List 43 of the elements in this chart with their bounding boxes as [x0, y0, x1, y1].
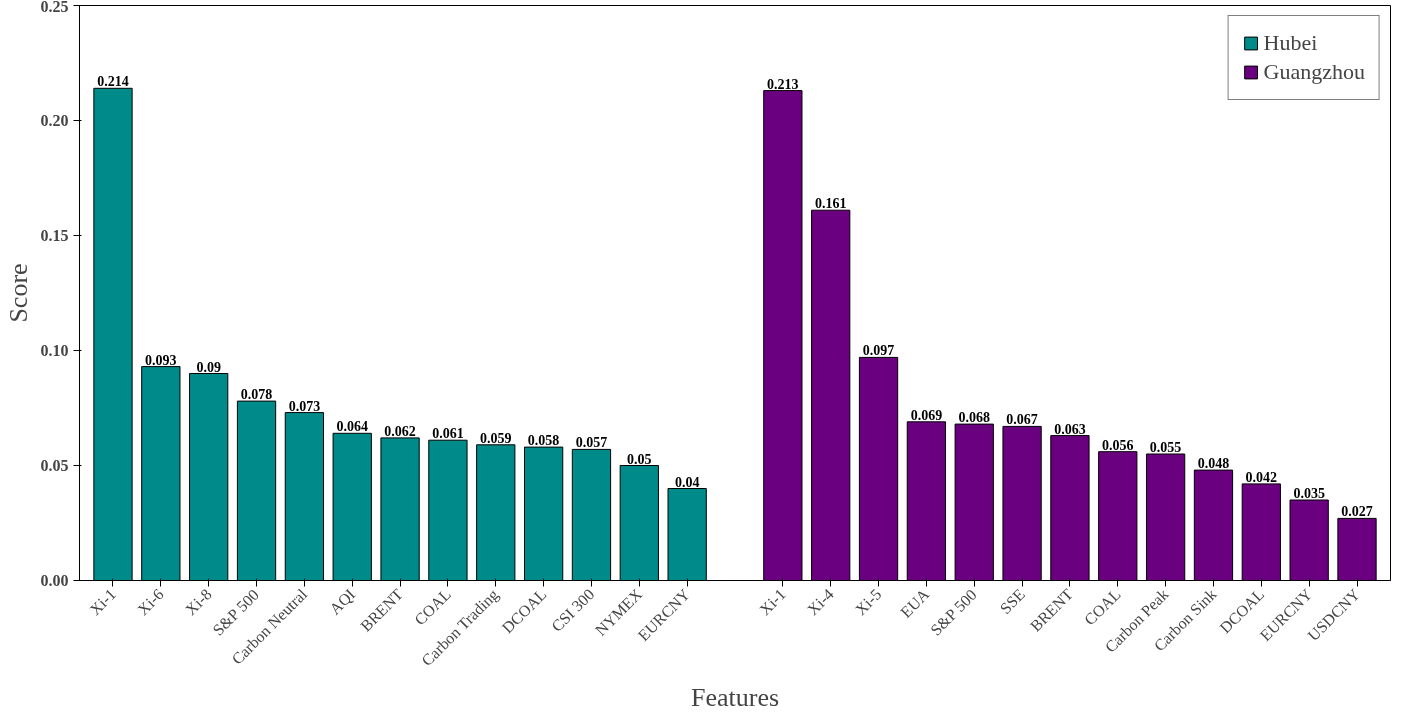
data-label: 0.064	[336, 419, 368, 435]
x-tick-label: Xi-5	[851, 585, 885, 619]
data-label: 0.042	[1245, 469, 1278, 485]
data-label: 0.055	[1149, 440, 1182, 455]
data-label: 0.09	[196, 359, 221, 375]
data-label: 0.213	[767, 76, 799, 92]
y-tick-label: 0.25	[40, 0, 69, 15]
data-label: 0.027	[1341, 504, 1373, 520]
data-label: 0.068	[958, 410, 990, 426]
data-label: 0.056	[1102, 437, 1134, 453]
data-label: 0.073	[288, 398, 321, 414]
data-label: 0.069	[910, 407, 943, 423]
data-label: 0.062	[384, 423, 416, 439]
data-label: 0.067	[1006, 412, 1038, 428]
x-tick-label: Xi-4	[803, 585, 837, 619]
y-tick-label: 0.00	[40, 572, 69, 589]
x-tick-label: Xi-1	[756, 585, 789, 619]
x-tick-label: Xi-6	[134, 585, 167, 619]
data-label: 0.214	[97, 74, 129, 90]
data-label: 0.161	[814, 196, 847, 212]
legend-label: Guangzhou	[1263, 59, 1365, 85]
data-label: 0.061	[432, 426, 464, 442]
data-label: 0.059	[480, 430, 512, 446]
data-label: 0.078	[240, 387, 273, 403]
data-label: 0.035	[1293, 486, 1325, 501]
y-tick-label: 0.05	[40, 457, 69, 474]
data-label: 0.093	[145, 352, 177, 368]
x-axis-title: Features	[690, 683, 780, 713]
x-tick-label: Xi-1	[86, 585, 119, 619]
y-tick-label: 0.20	[40, 112, 69, 129]
legend-label: Hubei	[1263, 30, 1318, 56]
data-label: 0.04	[674, 474, 700, 490]
y-tick-label: 0.15	[40, 227, 69, 244]
data-label: 0.048	[1197, 456, 1230, 472]
x-tick-label: SSE	[996, 585, 1029, 618]
data-label: 0.063	[1054, 421, 1086, 437]
x-tick-label: Xi-8	[181, 585, 215, 619]
data-label: 0.057	[575, 435, 608, 451]
data-label: 0.058	[527, 433, 560, 449]
y-tick-label: 0.10	[40, 342, 69, 359]
data-label: 0.097	[862, 343, 895, 359]
y-axis-title: Score	[3, 263, 33, 323]
data-label: 0.05	[627, 451, 652, 467]
